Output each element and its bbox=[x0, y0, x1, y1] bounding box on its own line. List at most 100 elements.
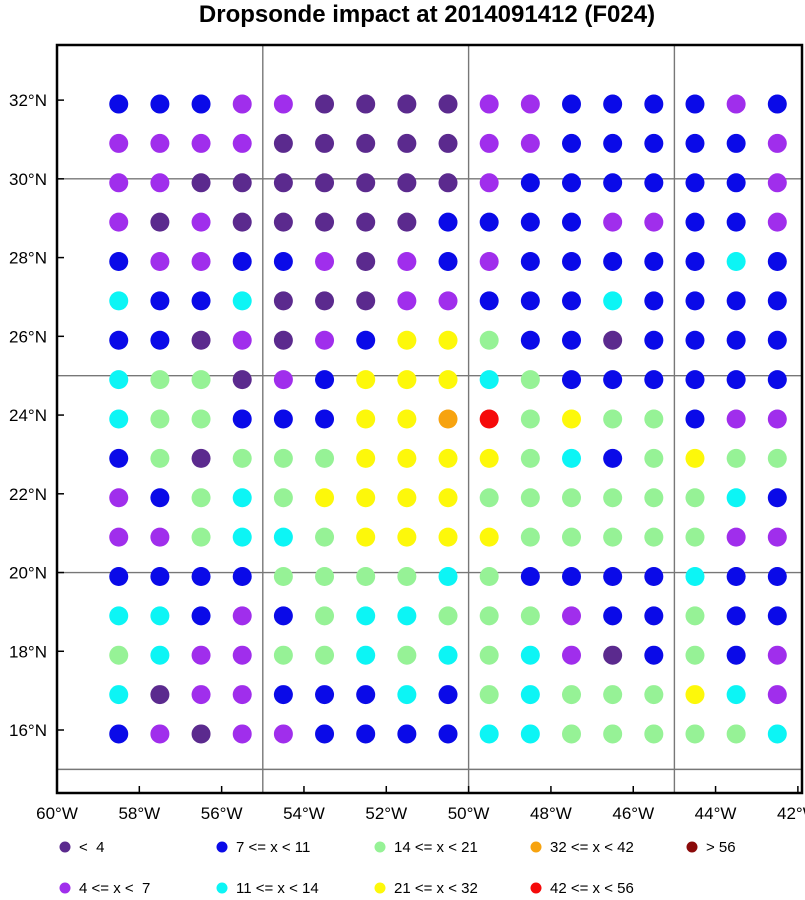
data-point bbox=[273, 724, 293, 744]
data-point bbox=[603, 133, 623, 153]
data-point bbox=[397, 645, 417, 665]
data-point bbox=[644, 724, 664, 744]
data-point bbox=[273, 173, 293, 193]
data-point bbox=[644, 291, 664, 311]
data-point bbox=[685, 330, 705, 350]
x-tick-label: 44°W bbox=[695, 804, 737, 823]
data-point bbox=[438, 133, 458, 153]
data-point bbox=[685, 645, 705, 665]
data-point bbox=[479, 291, 499, 311]
data-point bbox=[191, 606, 211, 626]
data-point bbox=[479, 448, 499, 468]
data-point bbox=[150, 527, 170, 547]
data-point bbox=[479, 330, 499, 350]
legend-label: < 4 bbox=[79, 839, 104, 856]
data-point bbox=[562, 252, 582, 272]
data-point bbox=[438, 566, 458, 586]
data-point bbox=[273, 94, 293, 114]
data-point bbox=[397, 212, 417, 232]
data-point bbox=[109, 133, 129, 153]
legend-label: > 56 bbox=[706, 839, 736, 856]
data-point bbox=[438, 606, 458, 626]
data-point bbox=[726, 212, 746, 232]
data-point bbox=[562, 173, 582, 193]
data-point bbox=[603, 370, 623, 390]
data-point bbox=[150, 724, 170, 744]
data-point bbox=[150, 448, 170, 468]
data-point bbox=[150, 409, 170, 429]
data-point bbox=[767, 370, 787, 390]
data-point bbox=[520, 330, 540, 350]
data-point bbox=[603, 566, 623, 586]
data-point bbox=[767, 291, 787, 311]
data-point bbox=[644, 488, 664, 508]
data-point bbox=[150, 645, 170, 665]
data-point bbox=[232, 488, 252, 508]
data-point bbox=[685, 488, 705, 508]
legend-swatch bbox=[59, 841, 71, 853]
data-point bbox=[644, 606, 664, 626]
data-point bbox=[397, 566, 417, 586]
data-point bbox=[150, 566, 170, 586]
data-point bbox=[685, 685, 705, 705]
data-point bbox=[356, 212, 376, 232]
data-point bbox=[726, 527, 746, 547]
data-point bbox=[273, 212, 293, 232]
data-point bbox=[479, 685, 499, 705]
data-point bbox=[232, 409, 252, 429]
data-point bbox=[191, 645, 211, 665]
data-point bbox=[726, 606, 746, 626]
data-point bbox=[191, 724, 211, 744]
data-point bbox=[479, 645, 499, 665]
data-point bbox=[520, 94, 540, 114]
legend-label: 7 <= x < 11 bbox=[236, 839, 310, 856]
data-point bbox=[685, 252, 705, 272]
plot-frame bbox=[55, 43, 804, 795]
data-point bbox=[191, 488, 211, 508]
data-points bbox=[109, 94, 787, 744]
data-point bbox=[726, 566, 746, 586]
data-point bbox=[397, 409, 417, 429]
data-point bbox=[767, 94, 787, 114]
y-tick-label: 32°N bbox=[9, 91, 47, 110]
data-point bbox=[356, 527, 376, 547]
data-point bbox=[397, 724, 417, 744]
data-point bbox=[767, 645, 787, 665]
data-point bbox=[191, 409, 211, 429]
data-point bbox=[397, 606, 417, 626]
data-point bbox=[191, 94, 211, 114]
data-point bbox=[767, 409, 787, 429]
legend-swatch bbox=[216, 841, 228, 853]
data-point bbox=[644, 133, 664, 153]
x-tick-label: 54°W bbox=[283, 804, 325, 823]
data-point bbox=[109, 409, 129, 429]
data-point bbox=[315, 566, 335, 586]
data-point bbox=[562, 94, 582, 114]
data-point bbox=[273, 291, 293, 311]
axis-ticks: 60°W 58°W 56°W 54°W 52°W 50°W 48°W 46°W 44°W 42°W… bbox=[9, 91, 805, 823]
data-point bbox=[644, 330, 664, 350]
data-point bbox=[150, 94, 170, 114]
legend-label: 4 <= x < 7 bbox=[79, 880, 150, 897]
data-point bbox=[603, 94, 623, 114]
data-point bbox=[726, 724, 746, 744]
data-point bbox=[767, 527, 787, 547]
data-point bbox=[232, 566, 252, 586]
data-point bbox=[232, 645, 252, 665]
data-point bbox=[150, 606, 170, 626]
legend-label: 42 <= x < 56 bbox=[550, 880, 634, 897]
data-point bbox=[109, 685, 129, 705]
data-point bbox=[520, 606, 540, 626]
data-point bbox=[520, 212, 540, 232]
y-tick-label: 20°N bbox=[9, 564, 47, 583]
data-point bbox=[562, 645, 582, 665]
data-point bbox=[603, 448, 623, 468]
data-point bbox=[150, 370, 170, 390]
data-point bbox=[273, 527, 293, 547]
data-point bbox=[356, 566, 376, 586]
y-tick-label: 26°N bbox=[9, 327, 47, 346]
y-tick-label: 16°N bbox=[9, 721, 47, 740]
data-point bbox=[520, 173, 540, 193]
data-point bbox=[644, 212, 664, 232]
data-point bbox=[356, 606, 376, 626]
